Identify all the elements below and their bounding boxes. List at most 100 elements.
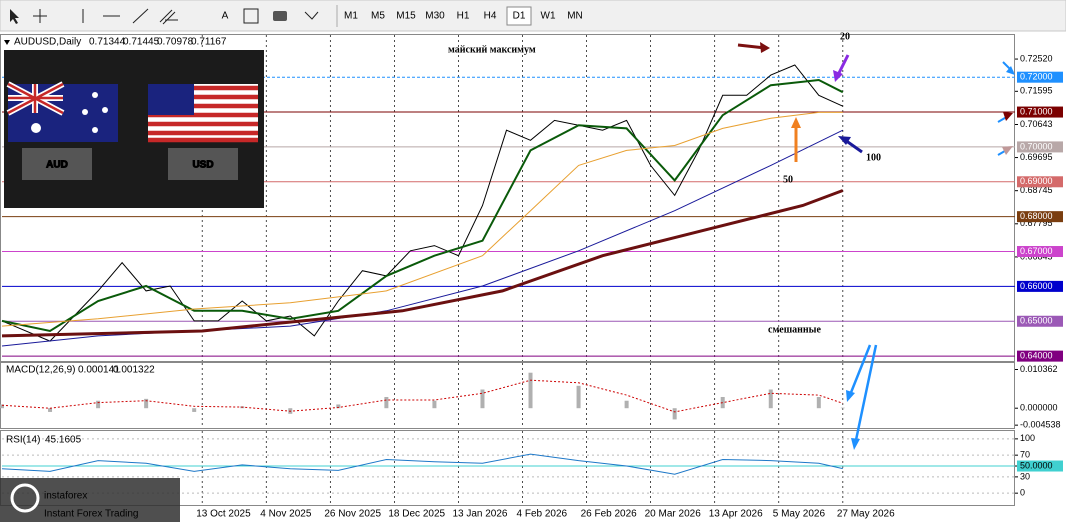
symbol-marker (4, 40, 10, 45)
annotation: смешанные (768, 324, 821, 335)
timeframe-button[interactable]: M30 (425, 11, 445, 22)
rsi-value: 45.1605 (45, 435, 82, 446)
usd-label: USD (192, 160, 213, 171)
histogram-bar (624, 400, 629, 409)
star (92, 127, 98, 133)
macd-title: MACD(12,26,9) (6, 365, 75, 376)
timeframe-button[interactable]: W1 (541, 11, 556, 22)
usd-badge (168, 148, 238, 180)
series-line (1, 78, 844, 333)
histogram-bar (48, 408, 53, 412)
level-label: 0.71000 (1020, 106, 1053, 116)
level-badge (1017, 176, 1063, 188)
aud-label: AUD (46, 160, 68, 171)
level-badge (1017, 211, 1063, 223)
timeframe-button[interactable]: M5 (371, 11, 385, 22)
edge-arrowhead (1003, 112, 1013, 121)
crosshair-tool[interactable] (33, 9, 47, 23)
x-tick-label: 13 Oct 2025 (196, 509, 251, 520)
tick-badge (1017, 460, 1063, 472)
edge-arrowhead (1002, 146, 1013, 155)
histogram-bar (336, 404, 341, 409)
level-label: 0.67000 (1020, 246, 1053, 256)
histogram-bar (480, 389, 485, 409)
signal-line (1, 379, 843, 413)
histogram-bar (432, 400, 437, 409)
flags-image: AUD USD (4, 50, 264, 208)
histogram-bar (768, 389, 773, 409)
y-tick-label: -0.004538 (1020, 420, 1061, 430)
macd-frame (0, 362, 1015, 429)
x-tick-label: 5 May 2026 (773, 509, 826, 520)
annotation-arrowhead (838, 136, 851, 145)
y-tick-label: 0.68745 (1020, 185, 1053, 195)
label-tool[interactable] (243, 8, 259, 24)
cursor-tool[interactable] (10, 9, 19, 24)
y-tick-label: 0.71595 (1020, 86, 1053, 96)
star (82, 109, 88, 115)
annotation-arrowhead (833, 70, 843, 82)
level-badge (1017, 350, 1063, 362)
histogram-bar (672, 408, 677, 420)
x-tick-label: 13 Apr 2026 (709, 509, 763, 520)
histogram-bar (192, 408, 197, 412)
level-label: 0.64000 (1020, 350, 1053, 360)
symbol-title: AUDUSD,Daily (14, 37, 81, 48)
level-label: 0.68000 (1020, 211, 1053, 221)
timeframe-button[interactable]: D1 (513, 11, 526, 22)
y-tick-label: 0.72520 (1020, 53, 1053, 63)
histogram-bar (384, 396, 389, 409)
timeframe-button[interactable]: M15 (396, 11, 416, 22)
annotation: 20 (840, 31, 850, 42)
trendline-tool[interactable] (132, 8, 149, 24)
level-badge (1017, 280, 1063, 292)
y-tick-label: 100 (1020, 433, 1035, 443)
x-tick-label: 27 May 2026 (837, 509, 895, 520)
x-tick-label: 18 Dec 2025 (388, 509, 445, 520)
histogram-bar (144, 398, 149, 409)
timeframe-button[interactable]: M1 (344, 11, 358, 22)
y-tick-label: 0.69695 (1020, 152, 1053, 162)
annotation: 50 (783, 174, 793, 185)
annotation: 100 (866, 152, 881, 163)
y-tick-label: 50.0000 (1020, 460, 1053, 470)
y-tick-label: 0.010362 (1020, 364, 1058, 374)
histogram-bar (840, 407, 845, 409)
level-badge (1017, 106, 1063, 118)
y-tick-label: 70 (1020, 450, 1030, 460)
annotation-arrowhead (846, 390, 860, 450)
histogram-bar (528, 372, 533, 409)
timeframe-button[interactable]: H1 (457, 11, 470, 22)
timeframe-button[interactable]: H4 (484, 11, 497, 22)
level-badge (1017, 71, 1063, 83)
level-label: 0.72000 (1020, 72, 1053, 82)
y-tick-label: 0.000000 (1020, 403, 1058, 413)
arrows-tool[interactable] (304, 11, 319, 20)
shapes-tool[interactable] (273, 11, 287, 21)
timeframe-active (506, 6, 532, 26)
channel-tool[interactable] (159, 9, 178, 25)
ohlc-low: 0.70978 (157, 37, 194, 48)
star (102, 107, 108, 113)
x-tick-label: 26 Feb 2026 (581, 509, 638, 520)
y-tick-label: 0 (1020, 488, 1025, 498)
text-tool[interactable]: A (222, 11, 229, 22)
ohlc-close: 0.71167 (191, 37, 227, 48)
series-line (1, 189, 844, 338)
watermark-logo (10, 483, 40, 513)
x-tick-label: 4 Feb 2026 (517, 509, 568, 520)
ohlc-high: 0.71445 (123, 37, 160, 48)
x-tick-label: 20 Mar 2026 (645, 509, 702, 520)
timeframe-button[interactable]: MN (567, 11, 583, 22)
macd-value: 0.000141 (78, 365, 120, 376)
level-badge (1017, 141, 1063, 153)
level-label: 0.66000 (1020, 281, 1053, 291)
level-label: 0.65000 (1020, 316, 1053, 326)
annotation-arrow (836, 54, 850, 76)
ohlc-open: 0.71344 (89, 37, 126, 48)
annotation: майский максимум (448, 44, 536, 55)
level-label: 0.70000 (1020, 141, 1053, 151)
series-line (1, 64, 844, 342)
star (92, 92, 98, 98)
y-tick-label: 30 (1020, 471, 1030, 481)
